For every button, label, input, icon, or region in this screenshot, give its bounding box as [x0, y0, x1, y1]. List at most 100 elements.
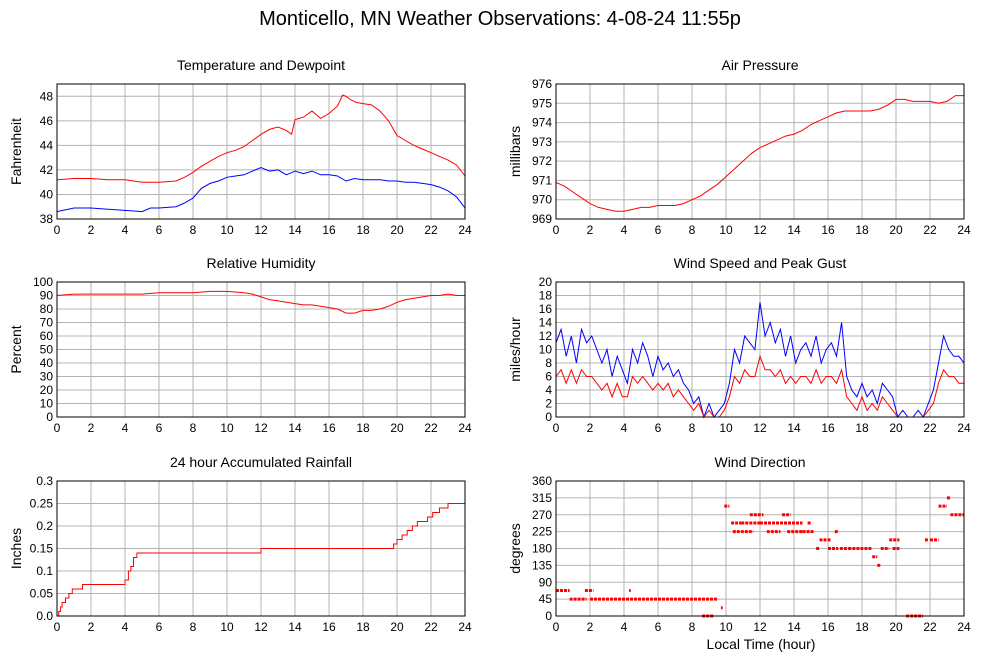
x-tick-label: 2	[587, 421, 594, 435]
humidity-chart: 0 2 4 6 8 10 12 14 16 18 20 22 240102030405060708090…	[8, 255, 472, 435]
x-tick-label: 18	[356, 421, 370, 435]
x-tick-label: 10	[719, 421, 733, 435]
x-tick-label: 20	[889, 223, 903, 237]
rain-chart: 0 2 4 6 8 10 12 14 16 18 20 22 240.00.050.10.150.20.…	[8, 454, 472, 634]
y-tick-label: 225	[532, 525, 552, 539]
y-tick-label: 972	[532, 154, 552, 168]
chart-title: Wind Direction	[714, 454, 805, 470]
temp-series-line-0	[56, 94, 466, 183]
temp-chart: 0 2 4 6 8 10 12 14 16 18 20 22 24384042444648Tempera…	[8, 57, 472, 237]
x-tick-label: 2	[88, 421, 95, 435]
x-tick-label: 18	[855, 223, 869, 237]
y-axis-label: Inches	[8, 528, 24, 569]
y-tick-label: 60	[40, 329, 54, 343]
chart-title: 24 hour Accumulated Rainfall	[170, 454, 352, 470]
x-tick-label: 4	[621, 620, 628, 634]
y-tick-label: 0.25	[30, 497, 54, 511]
pressure-chart: 0 2 4 6 8 10 12 14 16 18 20 22 249699709719729739749…	[507, 57, 971, 237]
x-tick-label: 12	[753, 223, 767, 237]
y-tick-label: 0.1	[36, 564, 53, 578]
x-tick-label: 14	[787, 223, 801, 237]
y-tick-label: 12	[539, 329, 553, 343]
x-tick-label: 6	[156, 421, 163, 435]
y-tick-label: 4	[545, 383, 552, 397]
y-tick-label: 6	[545, 370, 552, 384]
plot-frame	[56, 83, 466, 220]
y-axis-label: millibars	[507, 126, 523, 177]
x-tick-label: 14	[787, 620, 801, 634]
x-tick-label: 16	[821, 223, 835, 237]
chart-title: Wind Speed and Peak Gust	[674, 255, 847, 271]
y-tick-label: 971	[532, 173, 552, 187]
x-tick-label: 20	[390, 421, 404, 435]
plot-frame	[56, 281, 466, 418]
y-tick-label: 44	[40, 138, 54, 152]
y-tick-label: 970	[532, 193, 552, 207]
x-tick-label: 24	[458, 223, 472, 237]
x-tick-label: 16	[322, 421, 336, 435]
x-tick-label: 16	[821, 620, 835, 634]
x-tick-label: 4	[122, 620, 129, 634]
y-tick-label: 100	[33, 275, 53, 289]
plot-frame	[555, 281, 965, 418]
y-tick-label: 0	[545, 410, 552, 424]
y-axis-label: Percent	[8, 325, 24, 373]
x-tick-label: 2	[88, 223, 95, 237]
y-tick-label: 50	[40, 343, 54, 357]
y-tick-label: 135	[532, 558, 552, 572]
x-tick-label: 12	[254, 223, 268, 237]
x-tick-label: 8	[689, 620, 696, 634]
wind-series-line-0	[555, 302, 965, 419]
y-axis-label: miles/hour	[507, 317, 523, 382]
y-tick-label: 90	[539, 575, 553, 589]
x-tick-label: 10	[220, 223, 234, 237]
x-tick-label: 14	[288, 421, 302, 435]
x-tick-label: 0	[553, 223, 560, 237]
temp-series-line-1	[56, 166, 466, 213]
x-tick-label: 18	[855, 620, 869, 634]
x-tick-label: 22	[923, 223, 937, 237]
y-tick-label: 46	[40, 114, 54, 128]
x-tick-label: 24	[957, 223, 971, 237]
x-tick-label: 6	[156, 223, 163, 237]
y-tick-label: 90	[40, 289, 54, 303]
x-tick-label: 18	[855, 421, 869, 435]
y-tick-label: 16	[539, 302, 553, 316]
x-tick-label: 16	[322, 223, 336, 237]
x-tick-label: 22	[424, 421, 438, 435]
x-tick-label: 0	[553, 620, 560, 634]
y-tick-label: 0.2	[36, 519, 53, 533]
x-tick-label: 18	[356, 620, 370, 634]
y-tick-label: 40	[40, 356, 54, 370]
y-tick-label: 10	[40, 397, 54, 411]
y-tick-label: 45	[539, 592, 553, 606]
y-tick-label: 10	[539, 343, 553, 357]
x-tick-label: 6	[655, 620, 662, 634]
y-tick-label: 18	[539, 289, 553, 303]
y-axis-label: degrees	[507, 523, 523, 574]
x-tick-label: 10	[719, 223, 733, 237]
y-tick-label: 180	[532, 542, 552, 556]
y-tick-label: 360	[532, 474, 552, 488]
x-tick-label: 6	[655, 421, 662, 435]
x-tick-label: 4	[621, 223, 628, 237]
x-tick-label: 0	[54, 421, 61, 435]
y-tick-label: 0.05	[30, 587, 54, 601]
y-tick-label: 975	[532, 96, 552, 110]
y-tick-label: 315	[532, 491, 552, 505]
x-tick-label: 20	[390, 223, 404, 237]
y-tick-label: 270	[532, 508, 552, 522]
x-tick-label: 0	[553, 421, 560, 435]
plot-frame	[555, 480, 965, 617]
x-tick-label: 24	[957, 421, 971, 435]
x-tick-label: 12	[254, 620, 268, 634]
y-tick-label: 20	[40, 383, 54, 397]
x-tick-label: 22	[424, 620, 438, 634]
y-tick-label: 70	[40, 316, 54, 330]
x-tick-label: 8	[689, 421, 696, 435]
chart-title: Temperature and Dewpoint	[177, 57, 345, 73]
pressure-series-line-0	[555, 95, 964, 212]
x-tick-label: 4	[122, 421, 129, 435]
chart-title: Relative Humidity	[207, 255, 316, 271]
